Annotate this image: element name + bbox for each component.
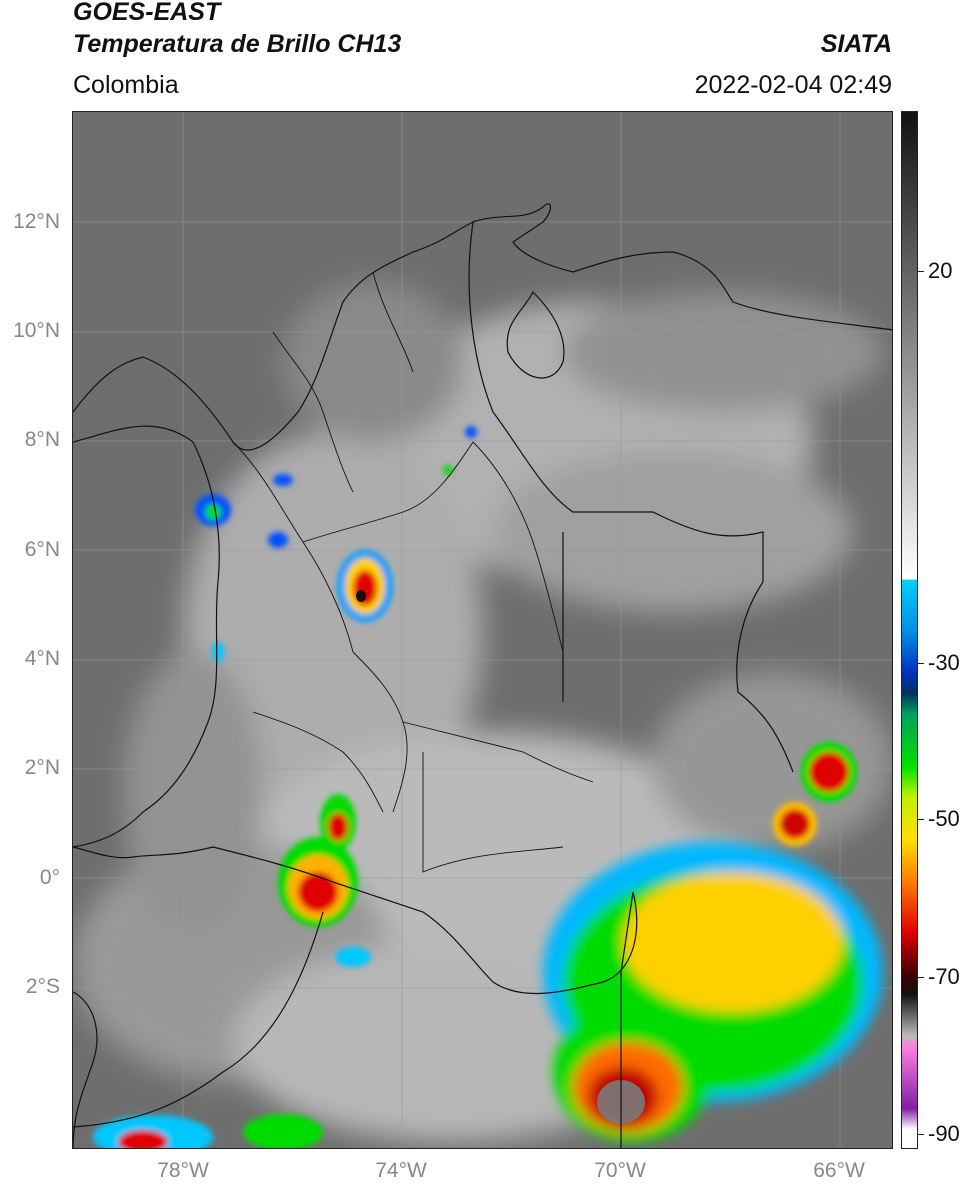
lat-label-8n: 8°N (24, 428, 60, 451)
lat-label-6n: 6°N (24, 538, 60, 561)
colorbar-tick (918, 819, 924, 820)
colorbar-label-minus30: -30 (928, 650, 960, 675)
satellite-map[interactable] (72, 111, 893, 1149)
colorbar-label-20: 20 (928, 258, 953, 283)
lon-label-70w: 70°W (594, 1159, 646, 1182)
map-canvas (73, 112, 892, 1148)
lon-label-74w: 74°W (375, 1159, 427, 1182)
coastline-borders (73, 203, 892, 1148)
colorbar-label-minus50: -50 (928, 806, 960, 831)
colorbar-gradient (902, 112, 917, 1148)
satellite-title: GOES-EAST (73, 0, 221, 26)
colorbar-tick (918, 977, 924, 978)
lon-label-66w: 66°W (813, 1159, 865, 1182)
colorbar-tick (918, 663, 924, 664)
lat-label-2s: 2°S (25, 975, 60, 998)
storm-cells (93, 426, 883, 1148)
datetime-label: 2022-02-04 02:49 (694, 71, 892, 99)
brand-label: SIATA (820, 30, 892, 58)
colorbar-tick (918, 1134, 924, 1135)
lat-label-2n: 2°N (24, 756, 60, 779)
lat-label-4n: 4°N (24, 647, 60, 670)
lat-label-10n: 10°N (13, 319, 60, 342)
colorbar-label-minus70: -70 (928, 964, 960, 989)
colorbar-tick (918, 271, 924, 272)
product-title: Temperatura de Brillo CH13 (73, 30, 402, 58)
lat-label-0: 0° (39, 866, 60, 889)
region-label: Colombia (73, 71, 179, 99)
colorbar-label-minus90: -90 (928, 1121, 960, 1146)
lon-label-78w: 78°W (157, 1159, 209, 1182)
colorbar (901, 111, 918, 1149)
lat-label-12n: 12°N (13, 210, 60, 233)
